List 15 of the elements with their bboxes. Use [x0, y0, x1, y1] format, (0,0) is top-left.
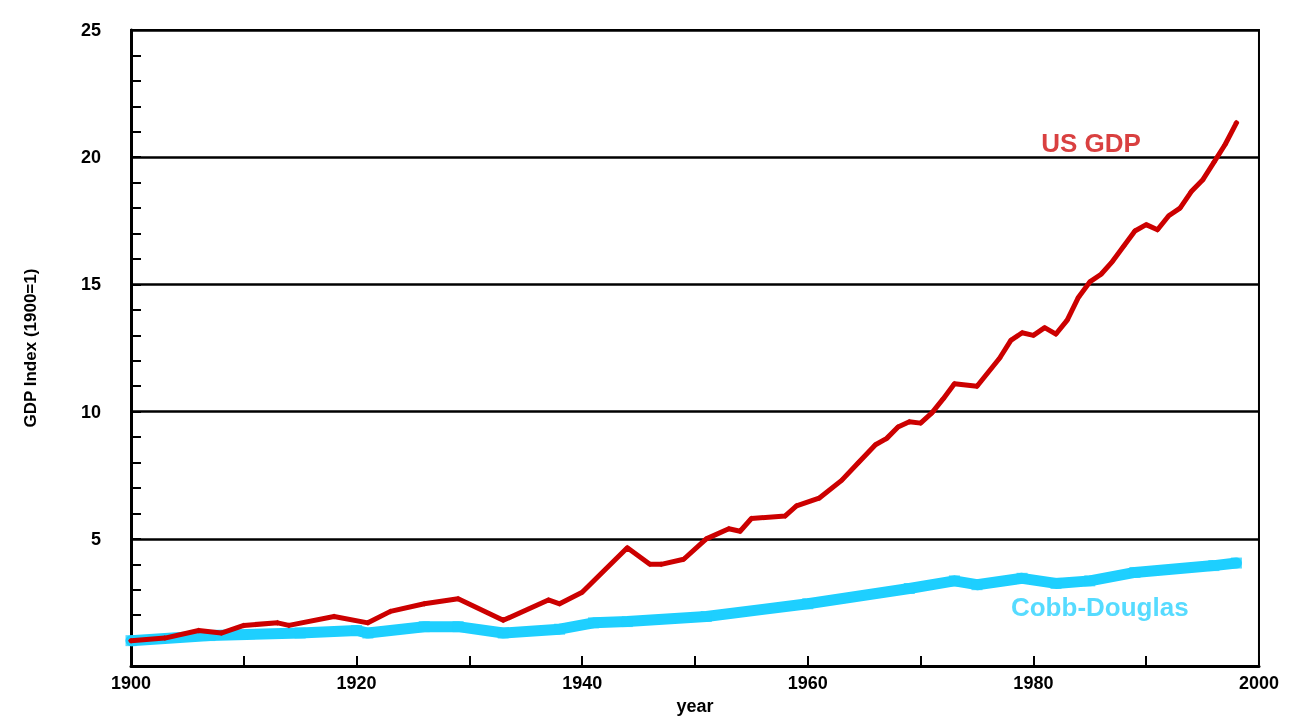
text: US GDP — [1041, 128, 1141, 159]
y-tick-label: 25 — [80, 20, 101, 40]
x-tick-label: 1980 — [1013, 673, 1054, 694]
y-tick-label: 5 — [90, 528, 101, 549]
x-tick-label: 1920 — [336, 673, 377, 694]
series-label: Cobb-Douglas — [1010, 592, 1189, 623]
y-tick-label: 15 — [80, 274, 101, 295]
y-axis-title: GDP Index (1900=1) — [21, 268, 40, 428]
x-tick-label: 1940 — [562, 673, 603, 694]
x-tick-label: 1960 — [787, 673, 828, 694]
y-tick-label: 20 — [80, 147, 101, 168]
x-axis-title: year — [676, 696, 714, 716]
x-tick-label: 2000 — [1238, 673, 1279, 694]
x-tick-label: 1900 — [110, 673, 152, 694]
y-tick-label: 10 — [80, 401, 101, 422]
